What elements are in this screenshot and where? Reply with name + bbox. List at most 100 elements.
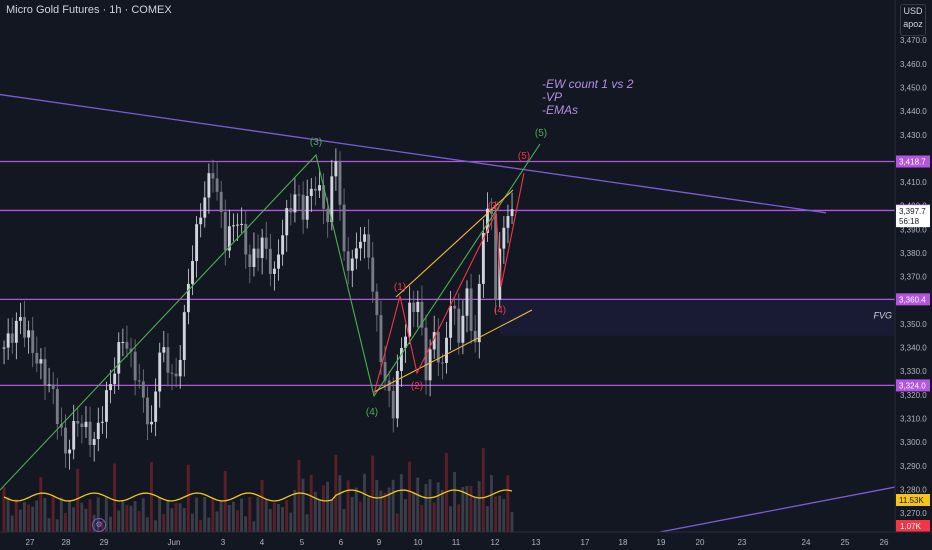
red-wave-label-5: (5)	[518, 151, 530, 162]
volume-bar	[236, 510, 239, 532]
candle-body	[354, 248, 358, 259]
volume-bar	[55, 519, 59, 532]
candle-body	[248, 254, 252, 267]
volume-bar	[334, 454, 338, 532]
candle-body	[412, 302, 416, 313]
volume-bar	[358, 501, 362, 532]
candle-body	[174, 373, 178, 377]
candle-body	[219, 191, 223, 213]
price-axis-bg	[895, 0, 932, 550]
time-tick-label: 20	[696, 538, 705, 547]
candle-body	[100, 421, 104, 423]
volume-bar	[502, 498, 506, 532]
volume-bar	[2, 487, 6, 532]
red-wave-label-1: (1)	[394, 282, 406, 293]
candle-body	[59, 424, 63, 428]
volume-bar	[104, 497, 108, 532]
volume-bar	[27, 504, 30, 532]
volume-bar	[223, 471, 227, 532]
volume-bar	[211, 498, 215, 532]
volume-bar	[63, 513, 67, 532]
candle-body	[80, 423, 84, 428]
candle-body	[490, 208, 494, 214]
volume-bar	[117, 510, 121, 532]
candle-body	[281, 235, 285, 255]
price-tick-label: 3,390.0	[900, 225, 927, 234]
candle-body	[47, 384, 51, 386]
candle-body	[14, 320, 18, 343]
volume-bar	[412, 491, 416, 532]
candle-body	[51, 384, 55, 389]
volume-bar	[182, 507, 186, 532]
volume-bar	[137, 511, 141, 532]
volume-bar	[383, 492, 387, 532]
candle-body	[440, 362, 444, 364]
price-tick-label: 3,410.0	[900, 178, 927, 187]
volume-bar	[264, 499, 268, 532]
candle-body	[457, 308, 461, 343]
red-wave-path	[373, 172, 525, 395]
candle-body	[117, 342, 121, 374]
price-tick-label: 3,380.0	[900, 249, 927, 258]
time-tick-label: 13	[532, 538, 541, 547]
volume-bar	[326, 481, 330, 532]
time-tick-label: 17	[581, 538, 590, 547]
price-tick-label: 3,440.0	[900, 107, 927, 116]
candle-body	[88, 421, 92, 445]
volume-bar	[436, 482, 440, 532]
candle-body	[391, 390, 395, 419]
candle-body	[6, 333, 10, 348]
settings-gear-icon[interactable]: ⚙	[92, 518, 106, 532]
candle-body	[150, 421, 153, 425]
currency-selector[interactable]: USD apoz	[900, 4, 926, 36]
volume-bar	[10, 515, 14, 532]
candle-body	[23, 317, 26, 338]
volume-bar	[399, 473, 403, 532]
volume-bar	[498, 495, 502, 532]
price-tick-label: 3,320.0	[900, 391, 927, 400]
price-tick-label: 3,470.0	[900, 36, 927, 45]
candle-body	[481, 232, 485, 284]
red-wave-label-4: (4)	[494, 305, 506, 316]
volume-bar	[252, 521, 256, 532]
candle-body	[420, 301, 424, 328]
volume-bar	[199, 519, 203, 532]
volume-bar	[76, 468, 80, 532]
volume-bar	[403, 499, 407, 532]
time-tick-label: Jun	[168, 538, 181, 547]
candle-body	[240, 223, 244, 225]
last-price-badge	[896, 205, 930, 228]
volume-bar	[485, 506, 489, 532]
time-tick-label: 11	[452, 538, 461, 547]
volume-bar	[158, 497, 162, 532]
time-tick-label: 28	[62, 538, 71, 547]
volume-bar	[121, 501, 125, 532]
volume-bar	[367, 497, 371, 532]
candle-body	[186, 283, 190, 313]
time-tick-label: 6	[339, 538, 344, 547]
candle-body	[18, 317, 22, 321]
volume-bar	[256, 497, 260, 532]
note-line-0: -EW count 1 vs 2	[542, 77, 634, 91]
candle-body	[252, 248, 256, 267]
time-tick-label: 19	[657, 538, 666, 547]
candle-body	[105, 390, 108, 422]
candle-body	[510, 209, 514, 217]
candle-body	[154, 391, 158, 422]
volume-bar	[338, 475, 342, 532]
candle-body	[178, 359, 182, 377]
channel-upper	[395, 189, 514, 298]
volume-bar	[490, 475, 493, 532]
volume-bar	[141, 498, 145, 532]
candle-body	[55, 388, 59, 425]
time-tick-label: 9	[377, 538, 382, 547]
candle-body	[395, 370, 399, 419]
time-tick-label: 26	[880, 538, 889, 547]
volume-bar	[387, 487, 391, 532]
price-tick-label: 3,270.0	[900, 509, 927, 518]
candle-body	[387, 380, 391, 391]
candle-body	[465, 288, 469, 316]
resistance-trendline	[0, 93, 827, 214]
volume-bar	[301, 478, 305, 532]
